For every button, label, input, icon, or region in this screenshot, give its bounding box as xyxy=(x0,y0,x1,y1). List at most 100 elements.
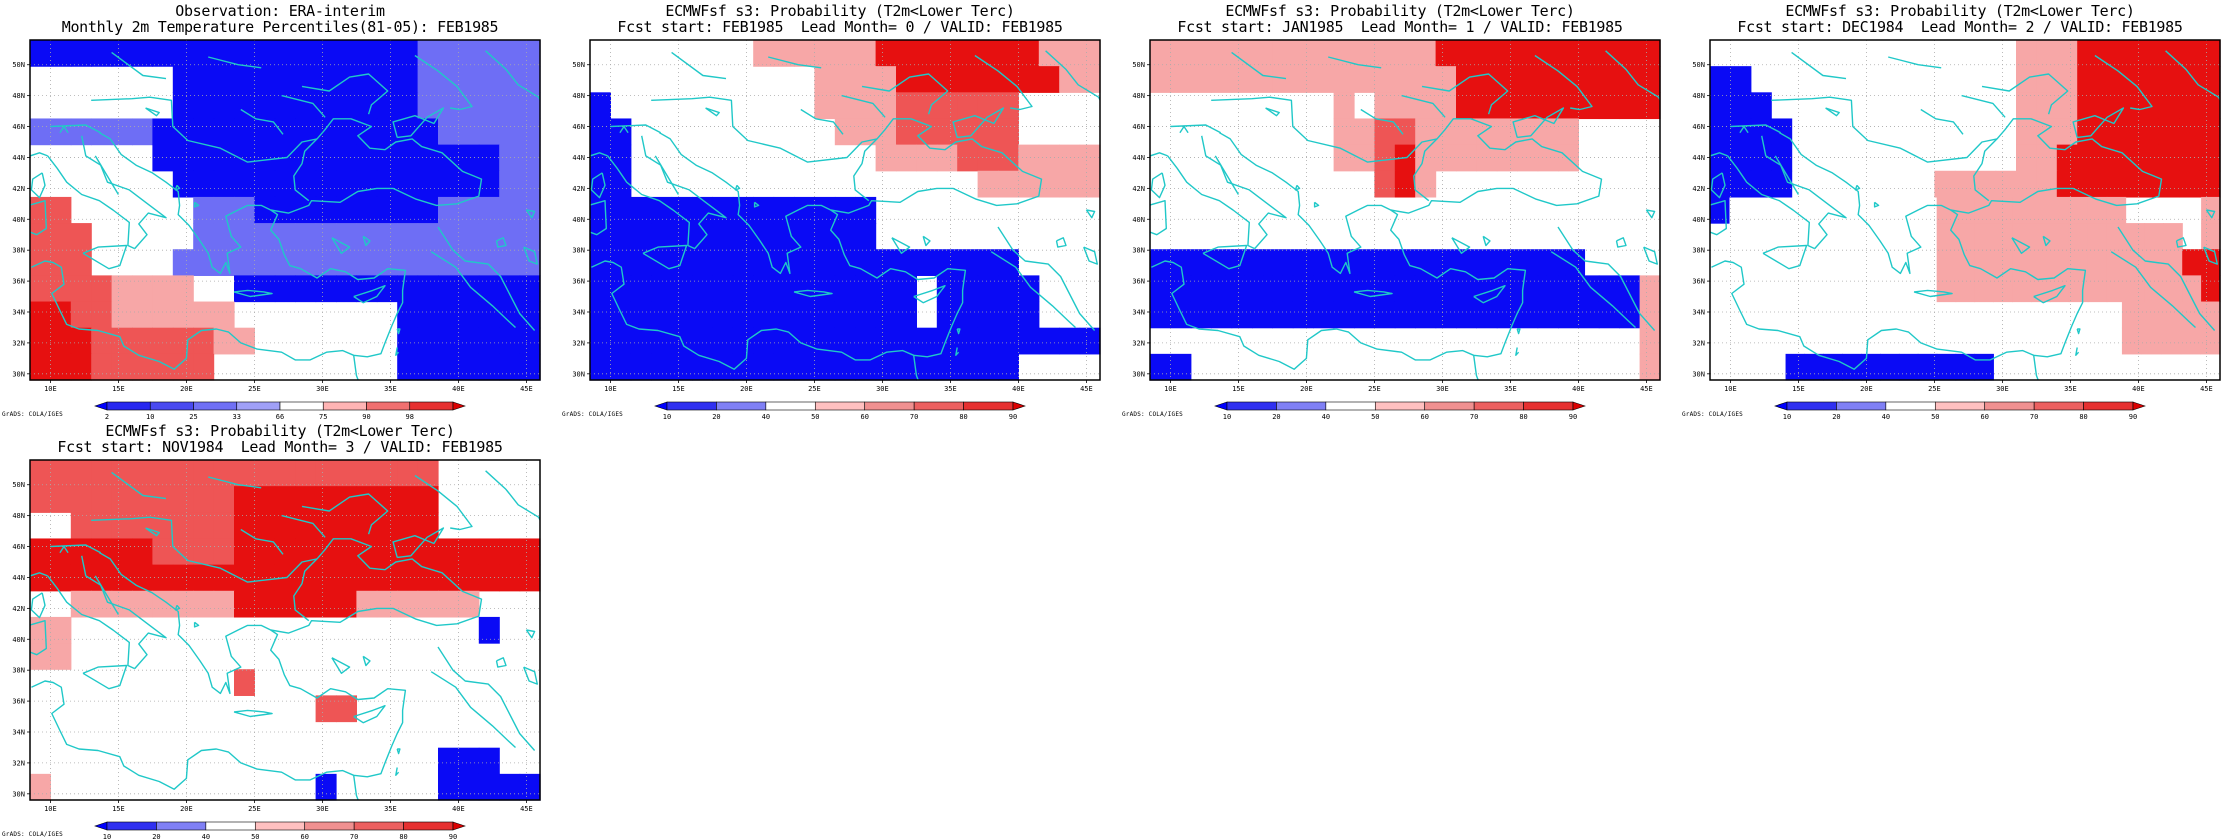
grid-cell xyxy=(1955,223,1976,250)
panel-title-line1: ECMWFsf s3: Probability (T2m<Lower Terc) xyxy=(1225,2,1575,20)
grid-cell xyxy=(977,353,999,381)
lat-tick-label: 42N xyxy=(12,185,25,193)
lat-tick-label: 32N xyxy=(12,759,25,767)
grid-cell xyxy=(2106,196,2127,224)
coastline xyxy=(362,655,371,667)
coastline xyxy=(913,285,946,304)
coastline xyxy=(753,201,760,208)
colorbar-swatch xyxy=(452,401,466,411)
grid-cell xyxy=(753,223,775,250)
graticule xyxy=(1710,40,2220,380)
grid-cell xyxy=(2179,66,2201,93)
coastline xyxy=(30,200,47,236)
grid-cell xyxy=(957,144,979,172)
grid-cell xyxy=(417,301,439,329)
grid-cell xyxy=(315,275,337,303)
colorbar-label: 70 xyxy=(910,413,918,421)
coastline xyxy=(2075,347,2080,356)
grid-cell xyxy=(376,460,398,487)
grid-cell xyxy=(315,66,337,93)
coastlines xyxy=(30,470,540,800)
coastline xyxy=(1981,73,2069,115)
grid-cell xyxy=(834,275,856,303)
lat-tick-label: 30N xyxy=(12,370,25,378)
lat-tick-label: 38N xyxy=(12,247,25,255)
colorbar-swatch xyxy=(1934,401,1986,411)
grid-cell xyxy=(1936,275,1957,303)
grid-cell xyxy=(671,275,693,303)
lat-tick-label: 46N xyxy=(1692,123,1705,131)
grid-cell xyxy=(977,275,999,303)
grid-cell xyxy=(172,144,194,172)
grid-cell xyxy=(193,460,215,487)
grid-cell xyxy=(651,223,673,250)
grid-cell xyxy=(458,747,480,775)
grads-credit: GrADS: COLA/IGES xyxy=(2,411,63,418)
grid-cell xyxy=(1313,66,1335,93)
grid-cell xyxy=(998,327,1019,355)
grid-cell xyxy=(30,118,51,146)
coastline xyxy=(1920,108,1964,135)
grid-cell xyxy=(1374,144,1396,172)
grid-cell xyxy=(1619,66,1641,93)
grid-cell xyxy=(295,564,317,592)
grid-cell xyxy=(855,66,877,93)
colorbar-swatch xyxy=(403,821,454,831)
grid-cell xyxy=(957,327,979,355)
coastline xyxy=(240,528,284,555)
grid-cell xyxy=(998,275,1019,303)
grid-cell xyxy=(376,118,398,146)
grid-cell xyxy=(1785,353,1806,381)
grid-cell xyxy=(111,512,133,540)
grid-cell xyxy=(458,92,480,120)
colorbar-swatch xyxy=(654,401,668,411)
lon-tick-label: 20E xyxy=(740,385,753,393)
colorbar-swatch xyxy=(452,821,466,831)
grid-cell xyxy=(1527,249,1548,276)
grid-cell xyxy=(50,486,72,513)
grid-cell xyxy=(172,460,194,487)
grid-cell xyxy=(70,564,92,592)
grid-cell xyxy=(2121,327,2143,355)
grid-cell xyxy=(692,223,713,250)
grid-cell xyxy=(356,512,378,540)
coastline xyxy=(59,545,69,554)
grid-cell xyxy=(2158,66,2180,93)
grid-cell xyxy=(1537,66,1559,93)
axis-ticks: 10E 15E 20E 25E 30E 35E 40E 45E 50N 48N 46N 44N 42N 4… xyxy=(1692,61,2212,393)
grid-cell xyxy=(590,118,611,146)
grid-cell xyxy=(936,249,958,276)
grid-cell xyxy=(336,538,357,566)
grid-cell xyxy=(1993,275,2013,303)
grid-cell xyxy=(2199,40,2221,67)
coastline xyxy=(331,237,351,254)
grid-cell xyxy=(336,170,357,198)
coastline xyxy=(1645,209,1656,219)
grid-cell xyxy=(1435,92,1457,120)
coastline xyxy=(619,125,629,134)
grid-cell xyxy=(1272,275,1294,303)
colorbar-label: 60 xyxy=(300,833,308,840)
grid-cell xyxy=(977,249,999,276)
lon-tick-label: 15E xyxy=(672,385,685,393)
grid-cell xyxy=(2201,223,2221,250)
grid-cell xyxy=(295,512,317,540)
grid-cell xyxy=(1333,301,1355,329)
grid-cell xyxy=(794,275,815,303)
grid-cell xyxy=(1730,66,1752,93)
lat-tick-label: 46N xyxy=(572,123,585,131)
coastline xyxy=(301,493,389,535)
lat-tick-label: 50N xyxy=(12,481,25,489)
grid-cell xyxy=(1415,275,1437,303)
grid-cell xyxy=(2106,223,2127,250)
grid-cell xyxy=(315,170,337,198)
coastline xyxy=(495,237,507,248)
grid-cell xyxy=(2158,92,2180,120)
colorbar-swatch xyxy=(1424,401,1475,411)
grid-cell xyxy=(438,773,459,801)
coastline xyxy=(193,621,200,628)
grid-cell xyxy=(193,170,215,198)
grid-cell xyxy=(478,327,500,355)
grid-cell xyxy=(397,353,419,381)
grid-cell xyxy=(1435,40,1457,67)
